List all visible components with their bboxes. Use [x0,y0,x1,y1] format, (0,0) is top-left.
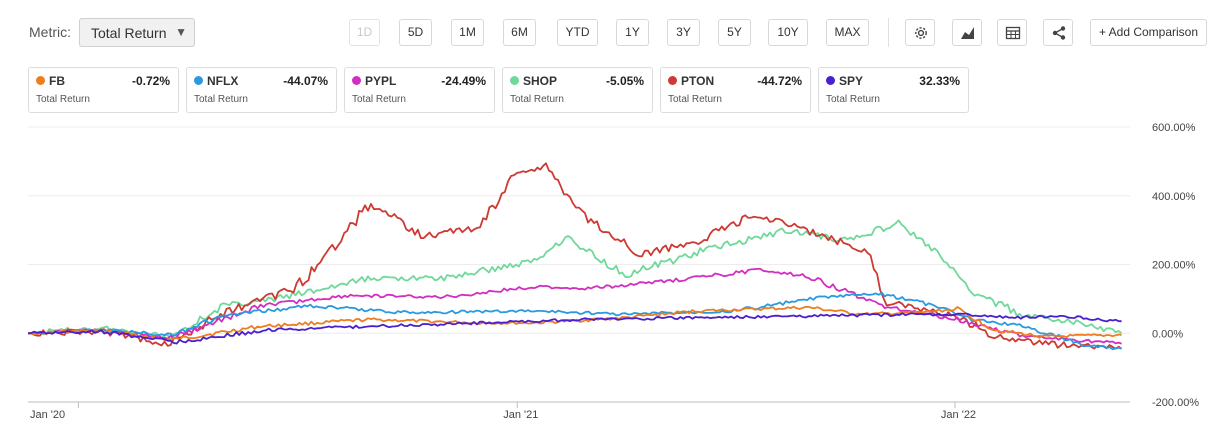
share-button[interactable] [1043,19,1073,46]
y-tick-label: -200.00% [1152,397,1199,409]
period-button-1d: 1D [349,19,380,46]
x-tick-label: Jan '21 [503,409,538,421]
legend-value: -0.72% [131,74,170,88]
period-button-10y[interactable]: 10Y [768,19,808,46]
chart-type-button[interactable] [952,19,982,46]
gridlines [28,126,1130,403]
legend-card-spy[interactable]: SPY 32.33% Total Return [818,67,969,113]
x-tick-label: Jan '20 [30,409,65,421]
series-line-nflx[interactable] [27,291,1122,351]
toolbar-divider [888,18,889,47]
period-button-1m[interactable]: 1M [451,19,484,46]
legend-ticker: NFLX [207,74,239,88]
chart-type-icon [961,27,974,39]
return-chart: Jan '20 Jan '21 Jan '22 600.00% 400.00% 200.… [27,122,1199,421]
legend-metric: Total Return [36,94,90,105]
legend-card-pton[interactable]: PTON -44.72% Total Return [660,67,811,113]
metric-value: Total Return [91,25,167,41]
y-tick-label: 600.00% [1152,122,1196,134]
legend-ticker: PYPL [365,74,397,88]
legend-value: -5.05% [605,74,644,88]
legend-value: -24.49% [441,74,486,88]
series-dot-icon [194,76,203,85]
legend-ticker: SPY [839,74,864,88]
legend-value: 32.33% [919,74,960,88]
metric-label: Metric: [29,24,71,40]
series-dot-icon [826,76,835,85]
series-dot-icon [36,76,45,85]
share-icon [1052,26,1066,40]
y-tick-label: 400.00% [1152,191,1196,203]
add-comparison-button[interactable]: + Add Comparison [1090,19,1207,46]
legend-metric: Total Return [510,94,564,105]
y-tick-label: 200.00% [1152,260,1196,272]
table-icon [1005,26,1021,40]
series-line-pypl[interactable] [27,267,1122,345]
caret-down-icon: ▼ [175,25,187,39]
period-button-1y[interactable]: 1Y [616,19,649,46]
settings-button[interactable] [905,19,935,46]
legend-value: -44.72% [757,74,802,88]
legend-metric: Total Return [194,94,248,105]
legend-ticker: PTON [681,74,715,88]
x-tick-label: Jan '22 [941,409,976,421]
toolbar: Metric: Total Return ▼ 1D 5D 1M 6M YTD 1Y 3Y 5Y… [0,0,1218,62]
series-dot-icon [510,76,519,85]
period-button-5d[interactable]: 5D [399,19,432,46]
legend-ticker: SHOP [523,74,558,88]
series-dot-icon [668,76,677,85]
period-button-6m[interactable]: 6M [503,19,536,46]
legend-card-pypl[interactable]: PYPL -24.49% Total Return [344,67,495,113]
legend-metric: Total Return [352,94,406,105]
series-line-shop[interactable] [27,219,1123,341]
legend-card-fb[interactable]: FB -0.72% Total Return [28,67,179,113]
legend-ticker: FB [49,74,65,88]
legend-card-shop[interactable]: SHOP -5.05% Total Return [502,67,653,113]
period-button-max[interactable]: MAX [826,19,869,46]
series-line-spy[interactable] [27,312,1122,345]
period-button-5y[interactable]: 5Y [718,19,751,46]
series-dot-icon [352,76,361,85]
y-tick-label: 0.00% [1152,328,1183,340]
legend-metric: Total Return [668,94,722,105]
metric-dropdown[interactable]: Total Return ▼ [79,18,195,47]
x-axis: Jan '20 Jan '21 Jan '22 [28,401,1130,421]
series-lines [27,162,1123,351]
y-axis: 600.00% 400.00% 200.00% 0.00% -200.00% [1152,122,1199,409]
gear-icon [915,27,927,39]
table-view-button[interactable] [997,19,1027,46]
period-button-3y[interactable]: 3Y [667,19,700,46]
legend-card-nflx[interactable]: NFLX -44.07% Total Return [186,67,337,113]
legend-value: -44.07% [283,74,328,88]
period-button-ytd[interactable]: YTD [557,19,598,46]
legend-metric: Total Return [826,94,880,105]
